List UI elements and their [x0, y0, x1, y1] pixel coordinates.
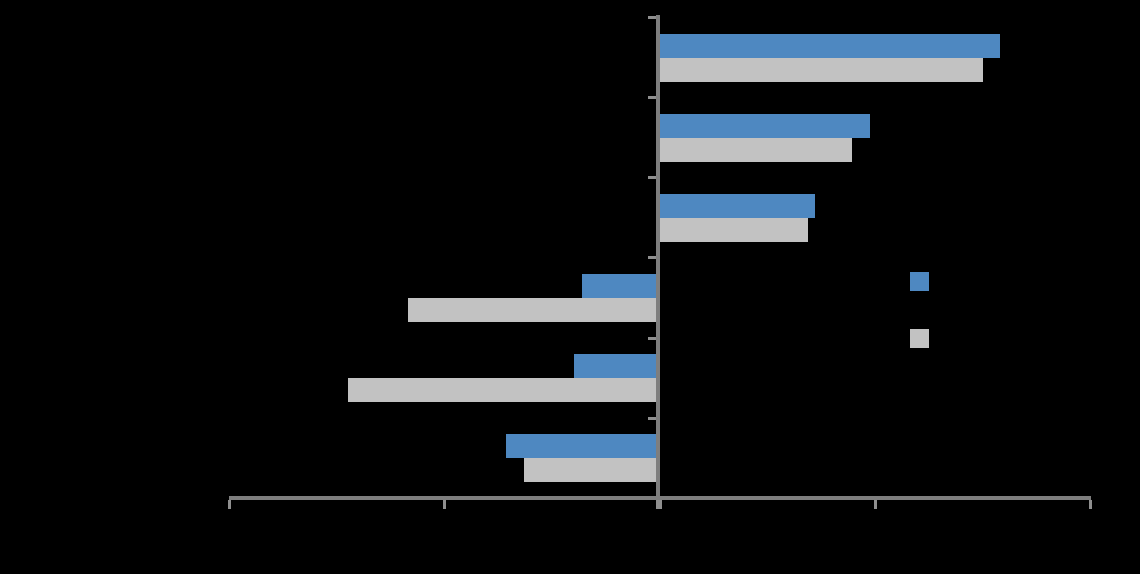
y-axis-tick-3 [648, 256, 656, 260]
x-axis-zero-tick [656, 500, 660, 509]
bar-gray-series-group6 [524, 458, 660, 483]
x-axis-tick-0 [227, 500, 231, 509]
bar-gray-series-group1 [660, 57, 983, 82]
y-axis-tick-4 [648, 336, 656, 340]
legend-swatch-gray-series [910, 329, 929, 348]
bar-blue-series-group1 [660, 33, 1001, 58]
bar-blue-series-group4 [582, 273, 660, 298]
bar-gray-series-group3 [660, 217, 809, 242]
y-axis-tick-5 [648, 416, 656, 420]
bar-blue-series-group6 [506, 434, 660, 459]
x-axis-tick-1 [443, 500, 447, 509]
x-axis-tick-4 [1089, 500, 1093, 509]
bar-blue-series-group3 [660, 193, 816, 218]
y-axis-tick-2 [648, 176, 656, 180]
legend-swatch-blue-series [910, 272, 929, 291]
y-axis-line [656, 15, 660, 500]
bar-gray-series-group4 [408, 297, 660, 322]
x-axis-line [229, 496, 1091, 500]
y-axis-tick-1 [648, 96, 656, 100]
bar-blue-series-group2 [660, 113, 870, 138]
x-axis-tick-2 [658, 500, 662, 509]
bar-blue-series-group5 [573, 354, 660, 379]
x-axis-tick-3 [873, 500, 877, 509]
y-axis-tick-0 [648, 16, 656, 19]
bar-gray-series-group2 [660, 137, 852, 162]
bar-gray-series-group5 [347, 378, 660, 403]
